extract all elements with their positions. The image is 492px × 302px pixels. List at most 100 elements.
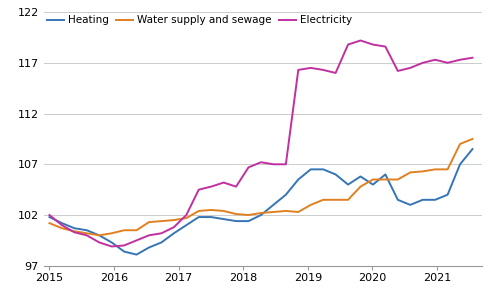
Water supply and sewage xyxy=(134,228,140,232)
Water supply and sewage xyxy=(469,137,475,141)
Electricity xyxy=(370,43,376,47)
Water supply and sewage xyxy=(184,216,189,220)
Electricity xyxy=(96,241,102,244)
Heating xyxy=(246,219,251,223)
Heating xyxy=(445,193,451,197)
Electricity xyxy=(320,68,326,72)
Line: Water supply and sewage: Water supply and sewage xyxy=(50,139,472,235)
Electricity xyxy=(271,162,277,166)
Heating xyxy=(196,215,202,219)
Electricity xyxy=(134,239,140,242)
Electricity xyxy=(196,188,202,191)
Water supply and sewage xyxy=(109,231,115,235)
Heating xyxy=(84,228,90,232)
Electricity xyxy=(345,43,351,47)
Heating xyxy=(47,215,53,219)
Electricity xyxy=(158,231,164,235)
Heating xyxy=(333,173,338,176)
Electricity xyxy=(109,245,115,248)
Water supply and sewage xyxy=(47,221,53,225)
Heating xyxy=(208,215,214,219)
Water supply and sewage xyxy=(59,226,65,230)
Heating xyxy=(96,233,102,237)
Electricity xyxy=(382,45,388,48)
Line: Heating: Heating xyxy=(50,149,472,255)
Water supply and sewage xyxy=(146,220,152,224)
Water supply and sewage xyxy=(208,208,214,212)
Electricity xyxy=(258,160,264,164)
Electricity xyxy=(246,165,251,169)
Heating xyxy=(370,183,376,186)
Water supply and sewage xyxy=(84,231,90,235)
Electricity xyxy=(445,61,451,65)
Water supply and sewage xyxy=(221,209,227,213)
Heating xyxy=(283,193,289,197)
Heating xyxy=(382,173,388,176)
Electricity xyxy=(457,58,463,62)
Electricity xyxy=(47,213,53,217)
Water supply and sewage xyxy=(320,198,326,202)
Electricity xyxy=(295,68,301,72)
Heating xyxy=(121,250,127,253)
Electricity xyxy=(84,233,90,237)
Electricity xyxy=(358,39,364,42)
Electricity xyxy=(146,233,152,237)
Heating xyxy=(146,246,152,249)
Water supply and sewage xyxy=(432,168,438,171)
Water supply and sewage xyxy=(407,171,413,174)
Heating xyxy=(134,253,140,256)
Heating xyxy=(395,198,401,202)
Water supply and sewage xyxy=(246,213,251,217)
Water supply and sewage xyxy=(158,219,164,223)
Heating xyxy=(420,198,426,202)
Heating xyxy=(457,162,463,166)
Electricity xyxy=(469,56,475,59)
Electricity xyxy=(308,66,314,70)
Water supply and sewage xyxy=(96,233,102,237)
Electricity xyxy=(420,61,426,65)
Heating xyxy=(221,217,227,221)
Water supply and sewage xyxy=(121,228,127,232)
Heating xyxy=(158,241,164,244)
Water supply and sewage xyxy=(258,211,264,215)
Heating xyxy=(469,147,475,151)
Heating xyxy=(345,183,351,186)
Line: Electricity: Electricity xyxy=(50,40,472,246)
Water supply and sewage xyxy=(395,178,401,181)
Electricity xyxy=(171,225,177,229)
Heating xyxy=(59,221,65,225)
Heating xyxy=(71,226,77,230)
Heating xyxy=(258,213,264,217)
Heating xyxy=(320,168,326,171)
Heating xyxy=(233,219,239,223)
Water supply and sewage xyxy=(345,198,351,202)
Water supply and sewage xyxy=(295,210,301,214)
Water supply and sewage xyxy=(233,212,239,216)
Water supply and sewage xyxy=(308,203,314,207)
Water supply and sewage xyxy=(420,170,426,173)
Heating xyxy=(184,223,189,227)
Electricity xyxy=(121,244,127,247)
Electricity xyxy=(432,58,438,62)
Water supply and sewage xyxy=(271,210,277,214)
Water supply and sewage xyxy=(283,209,289,213)
Water supply and sewage xyxy=(358,185,364,188)
Heating xyxy=(308,168,314,171)
Legend: Heating, Water supply and sewage, Electricity: Heating, Water supply and sewage, Electr… xyxy=(47,15,352,25)
Water supply and sewage xyxy=(457,142,463,146)
Electricity xyxy=(283,162,289,166)
Water supply and sewage xyxy=(71,230,77,233)
Heating xyxy=(109,241,115,244)
Electricity xyxy=(221,181,227,184)
Heating xyxy=(295,178,301,181)
Heating xyxy=(271,203,277,207)
Water supply and sewage xyxy=(445,168,451,171)
Electricity xyxy=(407,66,413,70)
Heating xyxy=(432,198,438,202)
Water supply and sewage xyxy=(171,218,177,222)
Water supply and sewage xyxy=(196,209,202,213)
Electricity xyxy=(71,230,77,234)
Electricity xyxy=(395,69,401,73)
Water supply and sewage xyxy=(333,198,338,202)
Water supply and sewage xyxy=(370,178,376,181)
